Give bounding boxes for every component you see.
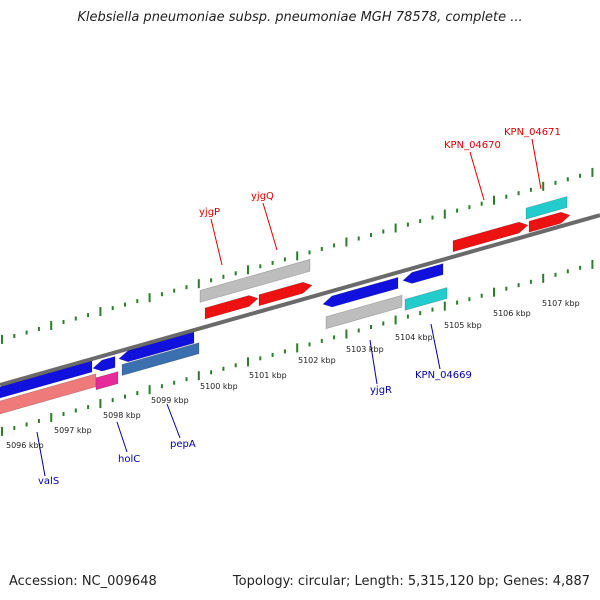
kbp-label-5100: 5100 kbp	[200, 382, 238, 391]
gene-magenta-block[interactable]	[95, 371, 119, 391]
kbp-label-5104: 5104 kbp	[395, 333, 433, 342]
topology-summary: Topology: circular; Length: 5,315,120 bp…	[232, 574, 590, 589]
kbp-label-5102: 5102 kbp	[298, 356, 336, 365]
gene-pepA-arrow[interactable]	[118, 331, 195, 363]
kbp-label-5097: 5097 kbp	[54, 426, 92, 435]
gene-yjgQ-arrow[interactable]	[258, 281, 313, 307]
gene-grey-block-lower[interactable]	[325, 294, 403, 330]
kbp-label-5101: 5101 kbp	[249, 371, 287, 380]
gene-yjgR-arrow[interactable]	[322, 277, 399, 308]
kbp-label-5096: 5096 kbp	[6, 441, 44, 450]
lower-tick-track	[1, 259, 594, 436]
genome-backbone	[0, 213, 600, 387]
leader-line-pepA	[166, 403, 181, 439]
gene-label-holC[interactable]: holC	[118, 454, 140, 465]
leader-line-yjgR	[369, 339, 378, 385]
accession-text: Accession: NC_009648	[9, 574, 157, 589]
gene-label-pepA[interactable]: pepA	[170, 439, 196, 450]
gene-label-KPN_04670[interactable]: KPN_04670	[444, 140, 501, 151]
gene-KPN-04671-arrow[interactable]	[528, 211, 571, 233]
leader-line-yjgQ	[262, 202, 278, 251]
gene-features[interactable]	[0, 196, 571, 417]
kbp-label-5099: 5099 kbp	[151, 396, 189, 405]
gene-label-yjgP[interactable]: yjgP	[199, 207, 220, 218]
backbone-line	[0, 213, 600, 387]
gene-holC-arrow[interactable]	[92, 356, 116, 372]
kbp-label-5107: 5107 kbp	[542, 299, 580, 308]
leader-line-yjgP	[210, 218, 223, 266]
position-labels: 5096 kbp 5097 kbp 5098 kbp 5099 kbp 5100 kbp…	[6, 299, 580, 450]
gene-grey-block-upper[interactable]	[199, 258, 311, 303]
gene-valS-arrow[interactable]	[0, 360, 93, 399]
kbp-label-5106: 5106 kbp	[493, 309, 531, 318]
gene-steel-block[interactable]	[121, 342, 200, 376]
gene-teal-block-upper[interactable]	[525, 196, 568, 220]
gene-label-yjgR[interactable]: yjgR	[370, 385, 392, 396]
gene-label-valS[interactable]: valS	[38, 476, 59, 487]
kbp-label-5105: 5105 kbp	[444, 321, 482, 330]
gene-KPN-04670-arrow[interactable]	[452, 221, 529, 253]
leader-line-valS	[36, 431, 46, 477]
gene-label-yjgQ[interactable]: yjgQ	[251, 191, 274, 202]
kbp-label-5098: 5098 kbp	[103, 411, 141, 420]
gene-label-KPN_04671[interactable]: KPN_04671	[504, 127, 561, 138]
map-title: Klebsiella pneumoniae subsp. pneumoniae …	[77, 10, 523, 25]
upper-tick-track	[1, 167, 594, 344]
gene-KPN-04669-arrow[interactable]	[402, 263, 444, 284]
kbp-label-5103: 5103 kbp	[346, 345, 384, 354]
leader-line-KPN_04671	[531, 138, 542, 190]
leader-line-KPN_04669	[430, 323, 441, 370]
gene-yjgP-arrow[interactable]	[204, 295, 259, 320]
leader-line-holC	[116, 421, 128, 453]
leader-line-KPN_04670	[469, 151, 485, 201]
gene-teal-block-lower[interactable]	[404, 287, 448, 311]
gene-label-KPN_04669[interactable]: KPN_04669	[415, 370, 472, 381]
